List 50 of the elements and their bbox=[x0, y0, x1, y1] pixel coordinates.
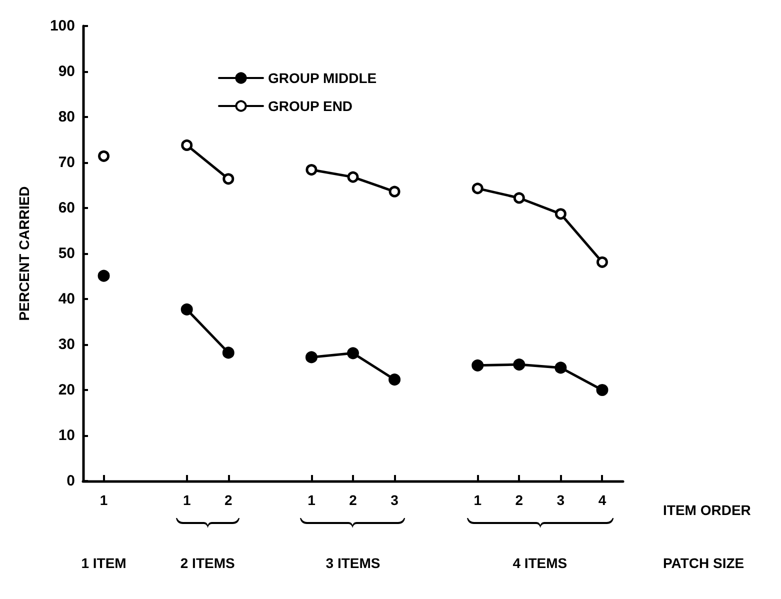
point bbox=[472, 182, 484, 194]
y-tick-label: 90 bbox=[58, 63, 75, 80]
point bbox=[98, 150, 110, 162]
point bbox=[305, 351, 318, 364]
text: 1 ITEM bbox=[81, 555, 126, 571]
legend-label: GROUP END bbox=[268, 98, 353, 114]
y-tick-label: 20 bbox=[58, 382, 75, 398]
text: 3 ITEMS bbox=[326, 555, 380, 571]
point bbox=[347, 171, 359, 183]
x-tick-label: 1 bbox=[100, 492, 108, 508]
y-tick-label: 50 bbox=[58, 245, 75, 262]
y-tick-label: 10 bbox=[58, 427, 75, 444]
x-tick-label: 2 bbox=[515, 492, 524, 508]
point bbox=[554, 362, 567, 374]
point bbox=[513, 358, 526, 371]
x-tick-label: 2 bbox=[349, 492, 358, 508]
y-tick-label: 40 bbox=[58, 290, 75, 308]
x-tick-label: 1 bbox=[182, 492, 191, 508]
x-tick-label: 2 bbox=[224, 492, 232, 508]
x-tick-label: 3 bbox=[556, 492, 565, 508]
point bbox=[306, 164, 318, 176]
x-tick-label: 1 bbox=[474, 492, 482, 508]
legend-label: GROUP MIDDLE bbox=[268, 70, 377, 86]
y-tick-label: 70 bbox=[58, 154, 75, 171]
point bbox=[388, 186, 400, 198]
point bbox=[596, 256, 608, 268]
text: PATCH SIZE bbox=[663, 555, 744, 571]
point bbox=[180, 303, 193, 316]
point bbox=[181, 139, 193, 151]
point bbox=[98, 270, 110, 282]
y-axis-title: PERCENT CARRIED bbox=[16, 186, 32, 321]
point bbox=[472, 359, 484, 372]
y-tick-label: 80 bbox=[58, 108, 75, 126]
point bbox=[596, 384, 608, 396]
y-tick-label: 30 bbox=[58, 336, 75, 353]
point bbox=[347, 347, 359, 360]
point bbox=[222, 346, 234, 359]
y-tick-label: 60 bbox=[58, 200, 75, 216]
x-tick-label: 1 bbox=[308, 492, 316, 508]
point bbox=[513, 192, 525, 204]
x-axis-title: ITEM ORDER bbox=[663, 502, 751, 518]
point bbox=[222, 173, 234, 185]
y-tick-label: 100 bbox=[50, 18, 75, 34]
point bbox=[388, 374, 401, 386]
text: 2 ITEMS bbox=[180, 555, 235, 571]
point bbox=[554, 208, 566, 220]
x-tick-label: 3 bbox=[390, 492, 399, 508]
text: 4 ITEMS bbox=[512, 555, 568, 571]
y-tick-label: 0 bbox=[66, 472, 75, 490]
x-tick-label: 4 bbox=[598, 492, 606, 508]
